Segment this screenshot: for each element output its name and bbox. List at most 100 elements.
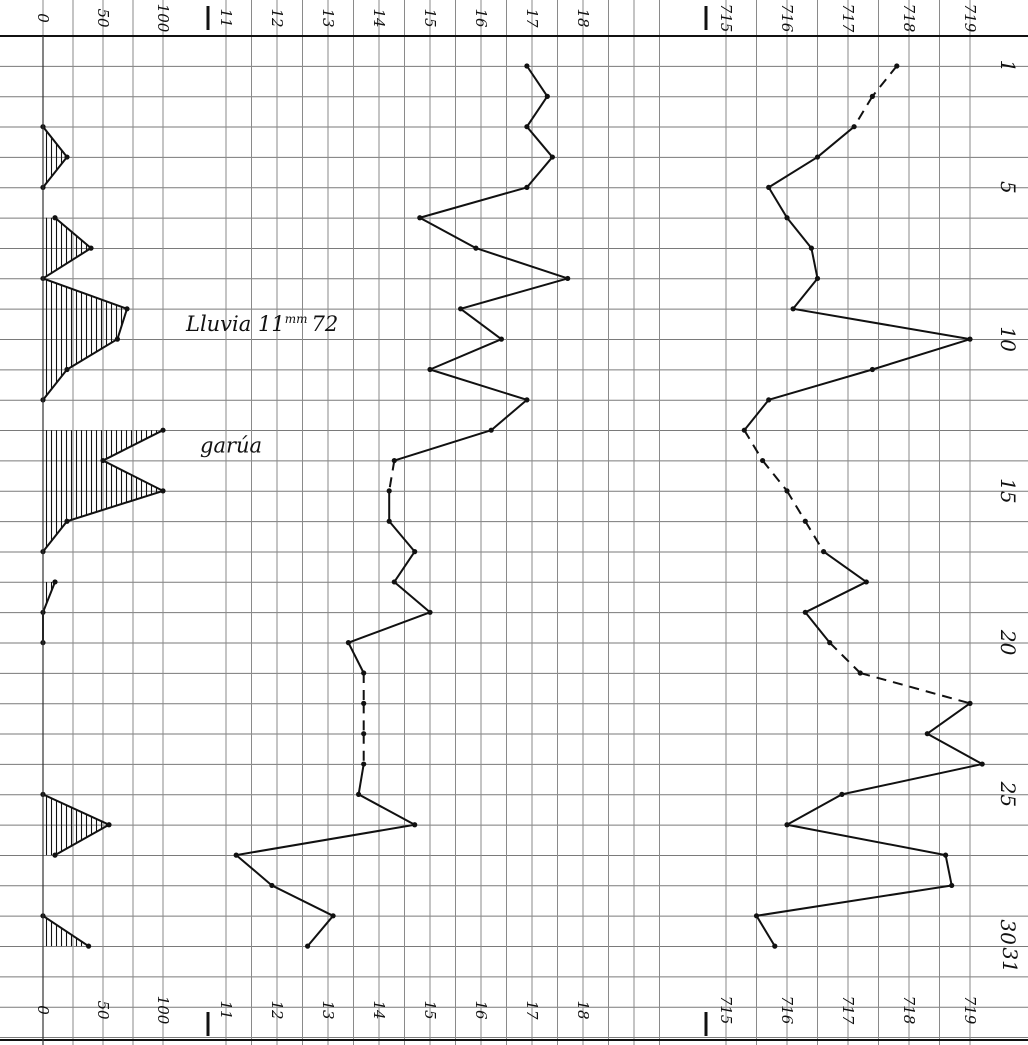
- pressure-point: [766, 397, 772, 403]
- annotations: Lluvia 11mm 72 garúa: [185, 312, 338, 457]
- pressure-point: [772, 943, 778, 949]
- tick-labels: 0 0 50 50 100 100 11 11 12 12 13 13 14 14 15 15 16 16 17 17…: [34, 4, 979, 1025]
- pressure-point: [784, 215, 790, 221]
- pressure-segment: [756, 884, 952, 917]
- chart-separators: [0, 6, 1028, 1041]
- temperature-point: [391, 579, 397, 585]
- temperature-point: [524, 63, 530, 69]
- temperature-point: [269, 882, 275, 889]
- pressure-segment: [926, 702, 971, 735]
- temperature-point: [345, 640, 351, 646]
- temperature-point: [458, 306, 464, 312]
- rain-tick-label-bottom: 0: [34, 1005, 52, 1015]
- temperature-point: [386, 518, 392, 524]
- day-label: 20: [996, 629, 1020, 656]
- pressure-segment: [859, 672, 971, 705]
- temperature-point: [524, 184, 530, 190]
- temperature-point: [524, 397, 530, 403]
- temperature-tick-label-top: 14: [370, 8, 388, 27]
- temperature-tick-label-bottom: 15: [421, 1000, 439, 1019]
- pressure-segment: [786, 490, 807, 522]
- pressure-point: [869, 366, 876, 373]
- pressure-segment: [810, 247, 819, 279]
- temperature-point: [498, 336, 504, 342]
- rain-area: [43, 278, 127, 400]
- pressure-segment: [804, 520, 825, 553]
- pressure-point: [741, 427, 747, 433]
- temperature-point: [524, 124, 530, 130]
- pressure-point: [814, 154, 821, 160]
- temperature-tick-label-top: 17: [523, 8, 541, 28]
- temperature-segment: [235, 854, 273, 887]
- pressure-tick-label-bottom: 716: [778, 996, 796, 1025]
- temperature-point: [417, 215, 423, 221]
- temperature-point: [356, 791, 362, 798]
- temperature-tick-label-top: 12: [268, 8, 286, 27]
- rain-area: [43, 430, 163, 552]
- pressure-point: [857, 670, 863, 676]
- rain-area: [43, 126, 67, 188]
- temperature-point: [549, 154, 556, 160]
- pressure-tick-label-bottom: 715: [717, 996, 735, 1025]
- pressure-point: [827, 640, 833, 646]
- day-label: 25: [996, 781, 1020, 807]
- pressure-point: [808, 245, 815, 251]
- temperature-point: [412, 822, 418, 828]
- pressure-point: [894, 63, 900, 69]
- temperature-point: [305, 943, 311, 949]
- pressure-point: [863, 579, 869, 585]
- temperature-point: [361, 700, 367, 706]
- temperature-tick-label-top: 13: [319, 8, 337, 27]
- pressure-segment: [823, 550, 867, 583]
- temperature-point: [361, 761, 367, 767]
- pressure-point: [949, 882, 955, 889]
- rain-point: [64, 518, 70, 524]
- day-label: 5: [996, 181, 1020, 194]
- temperature-segment: [388, 520, 416, 553]
- pressure-tick-label-top: 717: [839, 4, 857, 33]
- pressure-point: [784, 488, 790, 494]
- temperature-segment: [526, 126, 554, 158]
- temperature-segment: [393, 551, 416, 583]
- temperature-point: [361, 670, 367, 676]
- rain-point: [52, 215, 58, 221]
- pressure-segment: [816, 125, 855, 158]
- pressure-segment: [828, 641, 861, 674]
- temperature-tick-label-bottom: 16: [472, 1000, 490, 1020]
- temperature-segment: [526, 65, 549, 97]
- temperature-point: [386, 488, 392, 494]
- rain-tick-label-bottom: 100: [154, 996, 172, 1025]
- rain-area: [43, 794, 109, 856]
- temperature-tick-label-bottom: 18: [574, 1000, 592, 1019]
- temperature-segment: [429, 368, 528, 401]
- pressure-panel: [741, 63, 985, 949]
- temperature-point: [488, 427, 494, 433]
- pressure-point: [869, 93, 876, 99]
- pressure-point: [821, 549, 827, 555]
- rain-outline: [42, 914, 90, 947]
- rain-point: [124, 306, 130, 312]
- temperature-point: [412, 549, 418, 555]
- rain-point: [64, 154, 70, 160]
- pressure-segment: [926, 732, 983, 765]
- pressure-tick-label-bottom: 718: [900, 996, 918, 1025]
- temperature-point: [361, 731, 367, 737]
- temperature-segment: [393, 581, 431, 614]
- pressure-point: [943, 852, 949, 858]
- temperature-tick-label-top: 16: [472, 8, 490, 28]
- pressure-segment: [743, 399, 770, 431]
- rain-point: [88, 245, 94, 251]
- rain-point: [114, 336, 120, 342]
- pressure-tick-label-bottom: 717: [839, 996, 857, 1025]
- rain-point: [52, 852, 58, 858]
- temperature-segment: [460, 307, 502, 340]
- temperature-segment: [347, 642, 365, 674]
- pressure-point: [967, 700, 973, 706]
- pressure-point: [802, 609, 808, 615]
- pressure-segment: [786, 217, 813, 249]
- rain-tick-label-top: 0: [34, 13, 52, 23]
- temperature-segment: [526, 95, 549, 128]
- pressure-point: [979, 761, 985, 767]
